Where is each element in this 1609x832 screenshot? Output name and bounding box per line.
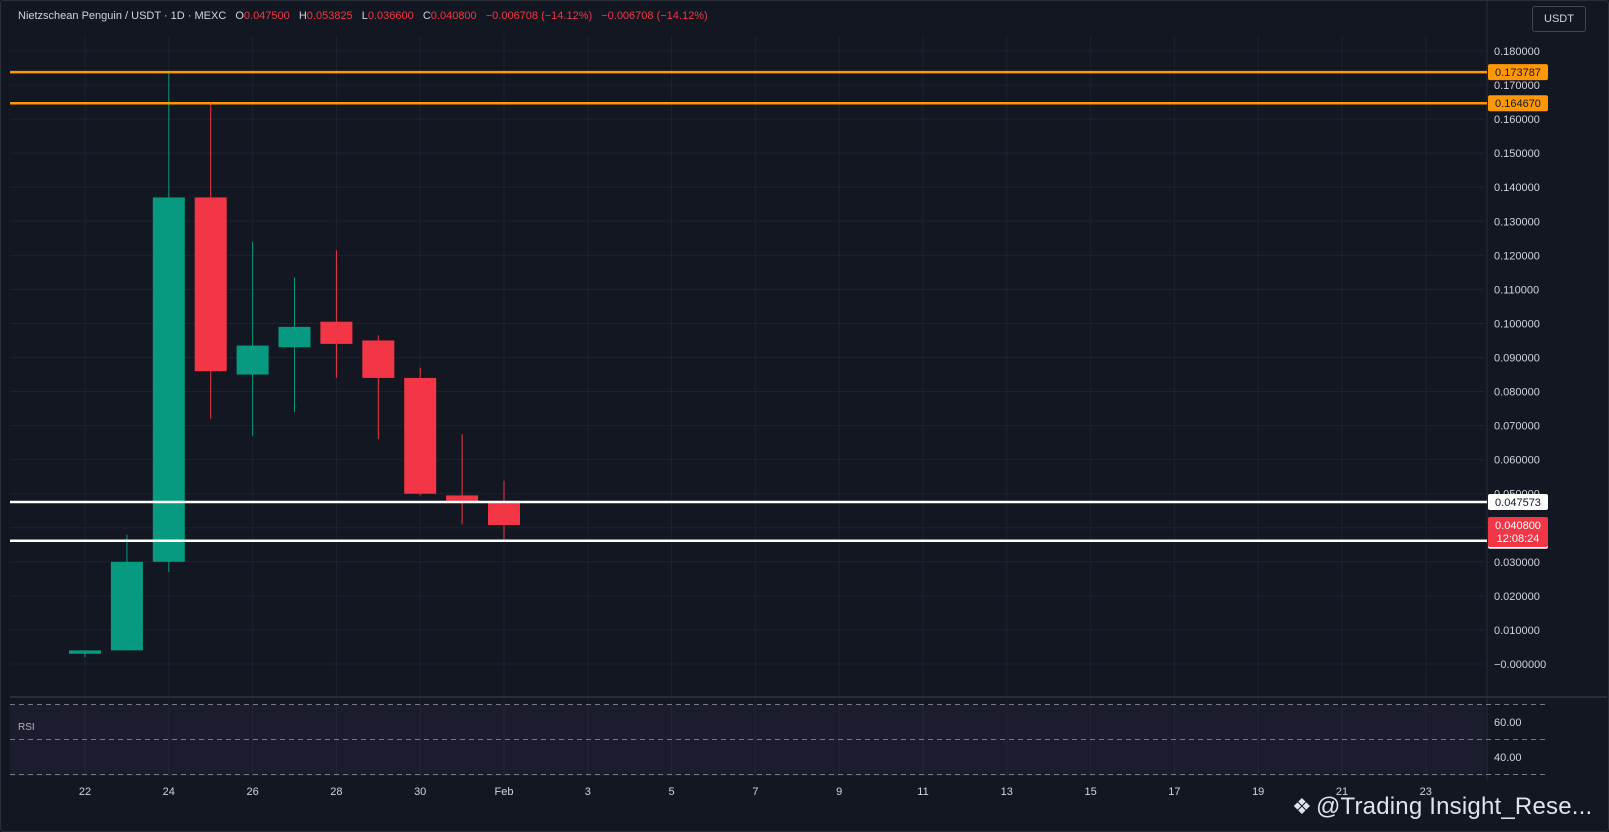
symbol-legend: Nietzschean Penguin / USDT · 1D · MEXC O…: [18, 10, 714, 22]
candle-body[interactable]: [278, 326, 311, 348]
candle-body[interactable]: [320, 321, 353, 344]
candle-body[interactable]: [110, 561, 143, 651]
x-tick-label: 3: [585, 786, 591, 798]
rsi-title: RSI: [18, 722, 35, 733]
y-tick-label: 0.060000: [1494, 455, 1540, 467]
rsi-band-fill: [10, 705, 1485, 776]
y-tick-label: 0.180000: [1494, 46, 1540, 58]
y-tick-label: 0.150000: [1494, 148, 1540, 160]
last-price-label: 0.040800: [1495, 520, 1541, 532]
low-label: L: [361, 10, 368, 22]
binance-diamond-icon: ❖: [1292, 794, 1312, 819]
y-tick-label: 0.120000: [1494, 250, 1540, 262]
y-tick-label: 0.080000: [1494, 387, 1540, 399]
y-tick-label: 0.030000: [1494, 557, 1540, 569]
level-label-bg: [1488, 64, 1548, 81]
x-tick-label: 15: [1084, 786, 1096, 798]
x-tick-label: 26: [246, 786, 258, 798]
low-value: 0.036600: [367, 10, 414, 22]
candle-body[interactable]: [488, 502, 520, 526]
last-price-bg: [1488, 517, 1548, 548]
y-tick-label: 0.100000: [1494, 318, 1540, 330]
close-label: C: [422, 10, 431, 22]
high-label: H: [298, 10, 307, 22]
rsi-tick-label: 60.00: [1494, 717, 1522, 729]
y-tick-label: 0.160000: [1494, 114, 1540, 126]
level-label-bg: [1488, 493, 1548, 510]
candle-body[interactable]: [194, 197, 227, 372]
candle-body[interactable]: [362, 340, 395, 378]
change-value: −0.006708 (−14.12%): [485, 10, 593, 22]
change-value-2: −0.006708 (−14.12%): [601, 10, 708, 22]
x-tick-label: Feb: [495, 786, 514, 798]
level-label-bg: [1488, 95, 1548, 112]
x-tick-label: 22: [79, 786, 91, 798]
countdown-label: 12:08:24: [1497, 533, 1540, 545]
x-tick-label: 11: [917, 786, 928, 798]
y-tick-label: 0.170000: [1494, 80, 1540, 92]
x-tick-label: 21: [1336, 786, 1348, 798]
level-label: 0.173787: [1495, 67, 1541, 79]
y-tick-label: −0.000000: [1494, 659, 1546, 671]
symbol-title: Nietzschean Penguin / USDT · 1D · MEXC: [18, 10, 227, 22]
open-label: O: [235, 10, 244, 22]
watermark-text: @Trading Insight_Rese...: [1315, 793, 1593, 820]
candle-body[interactable]: [446, 495, 479, 503]
rsi-tick-label: 40.00: [1494, 752, 1522, 764]
x-tick-label: 7: [752, 786, 758, 798]
y-tick-label: 0.130000: [1494, 216, 1540, 228]
x-tick-label: 9: [836, 786, 842, 798]
close-value: 0.040800: [430, 10, 477, 22]
x-tick-label: 19: [1252, 786, 1264, 798]
open-value: 0.047500: [243, 10, 290, 22]
level-label: 0.164670: [1495, 98, 1541, 110]
x-tick-label: 24: [163, 786, 175, 798]
candle-body[interactable]: [236, 345, 269, 375]
x-tick-label: 28: [330, 786, 342, 798]
y-tick-label: 0.020000: [1494, 591, 1540, 603]
level-label: 0.047573: [1495, 497, 1541, 509]
candle-body[interactable]: [152, 197, 185, 562]
y-tick-label: 0.140000: [1494, 182, 1540, 194]
candle-body[interactable]: [69, 650, 101, 654]
watermark: ❖ @Trading Insight_Rese...: [1292, 793, 1592, 821]
x-tick-label: 5: [669, 786, 675, 798]
y-tick-label: 0.090000: [1494, 353, 1540, 365]
y-tick-label: 0.070000: [1494, 421, 1540, 433]
x-tick-label: 30: [414, 786, 426, 798]
high-value: 0.053825: [306, 10, 353, 22]
y-tick-label: 0.110000: [1494, 284, 1539, 296]
currency-button[interactable]: USDT: [1532, 6, 1586, 32]
x-tick-label: 13: [1001, 786, 1013, 798]
y-tick-label: 0.010000: [1494, 625, 1540, 637]
x-tick-label: 23: [1420, 786, 1432, 798]
candle-body[interactable]: [404, 377, 437, 494]
x-tick-label: 17: [1168, 786, 1180, 798]
